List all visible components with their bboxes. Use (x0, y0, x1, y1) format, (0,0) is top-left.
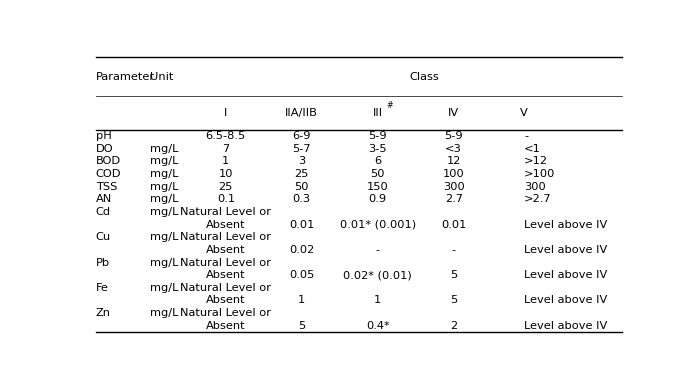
Text: 0.1: 0.1 (217, 194, 235, 204)
Text: #: # (386, 101, 393, 110)
Text: 0.4*: 0.4* (366, 321, 389, 331)
Text: 50: 50 (295, 182, 309, 192)
Text: 100: 100 (443, 169, 465, 179)
Text: 0.01* (0.001): 0.01* (0.001) (340, 220, 416, 229)
Text: 5: 5 (450, 270, 457, 280)
Text: Class: Class (409, 72, 439, 82)
Text: 0.05: 0.05 (289, 270, 314, 280)
Text: 1: 1 (374, 296, 382, 305)
Text: III: III (372, 108, 383, 118)
Text: 1: 1 (222, 156, 230, 166)
Text: mg/L: mg/L (150, 308, 178, 318)
Text: V: V (520, 108, 528, 118)
Text: mg/L: mg/L (150, 257, 178, 268)
Text: mg/L: mg/L (150, 232, 178, 242)
Text: Natural Level or: Natural Level or (181, 308, 272, 318)
Text: Absent: Absent (206, 245, 246, 255)
Text: Level above IV: Level above IV (524, 220, 608, 229)
Text: -: - (376, 245, 380, 255)
Text: 12: 12 (447, 156, 461, 166)
Text: >2.7: >2.7 (524, 194, 552, 204)
Text: 6: 6 (374, 156, 382, 166)
Text: TSS: TSS (96, 182, 117, 192)
Text: IV: IV (448, 108, 459, 118)
Text: AN: AN (96, 194, 112, 204)
Text: Zn: Zn (96, 308, 111, 318)
Text: Level above IV: Level above IV (524, 296, 608, 305)
Text: mg/L: mg/L (150, 283, 178, 293)
Text: <3: <3 (445, 144, 462, 154)
Text: Level above IV: Level above IV (524, 321, 608, 331)
Text: Fe: Fe (96, 283, 108, 293)
Text: Cu: Cu (96, 232, 111, 242)
Text: 0.02* (0.01): 0.02* (0.01) (344, 270, 412, 280)
Text: 0.01: 0.01 (289, 220, 314, 229)
Text: Absent: Absent (206, 270, 246, 280)
Text: 5-7: 5-7 (293, 144, 311, 154)
Text: 2: 2 (450, 321, 457, 331)
Text: -: - (524, 131, 528, 141)
Text: 0.9: 0.9 (369, 194, 387, 204)
Text: Absent: Absent (206, 321, 246, 331)
Text: 0.02: 0.02 (289, 245, 314, 255)
Text: Natural Level or: Natural Level or (181, 232, 272, 242)
Text: 150: 150 (367, 182, 389, 192)
Text: 3: 3 (298, 156, 305, 166)
Text: 50: 50 (370, 169, 385, 179)
Text: 5: 5 (298, 321, 305, 331)
Text: mg/L: mg/L (150, 207, 178, 217)
Text: I: I (224, 108, 228, 118)
Text: >12: >12 (524, 156, 548, 166)
Text: Natural Level or: Natural Level or (181, 207, 272, 217)
Text: Parameter: Parameter (96, 72, 155, 82)
Text: 6-9: 6-9 (293, 131, 311, 141)
Text: IIA/IIB: IIA/IIB (286, 108, 318, 118)
Text: COD: COD (96, 169, 121, 179)
Text: 5-9: 5-9 (444, 131, 463, 141)
Text: >100: >100 (524, 169, 556, 179)
Text: pH: pH (96, 131, 111, 141)
Text: mg/L: mg/L (150, 194, 178, 204)
Text: 7: 7 (222, 144, 230, 154)
Text: 300: 300 (524, 182, 546, 192)
Text: Pb: Pb (96, 257, 110, 268)
Text: DO: DO (96, 144, 113, 154)
Text: 10: 10 (218, 169, 233, 179)
Text: <1: <1 (524, 144, 541, 154)
Text: 300: 300 (443, 182, 465, 192)
Text: 5-9: 5-9 (368, 131, 387, 141)
Text: mg/L: mg/L (150, 144, 178, 154)
Text: 5: 5 (450, 296, 457, 305)
Text: mg/L: mg/L (150, 156, 178, 166)
Text: 0.3: 0.3 (293, 194, 311, 204)
Text: 0.01: 0.01 (441, 220, 466, 229)
Text: 25: 25 (218, 182, 233, 192)
Text: Natural Level or: Natural Level or (181, 257, 272, 268)
Text: Natural Level or: Natural Level or (181, 283, 272, 293)
Text: 2.7: 2.7 (444, 194, 463, 204)
Text: Unit: Unit (150, 72, 174, 82)
Text: Cd: Cd (96, 207, 111, 217)
Text: 1: 1 (298, 296, 305, 305)
Text: 6.5-8.5: 6.5-8.5 (206, 131, 246, 141)
Text: Level above IV: Level above IV (524, 270, 608, 280)
Text: Absent: Absent (206, 220, 246, 229)
Text: -: - (452, 245, 456, 255)
Text: mg/L: mg/L (150, 182, 178, 192)
Text: Absent: Absent (206, 296, 246, 305)
Text: mg/L: mg/L (150, 169, 178, 179)
Text: 3-5: 3-5 (368, 144, 387, 154)
Text: Level above IV: Level above IV (524, 245, 608, 255)
Text: 25: 25 (295, 169, 309, 179)
Text: BOD: BOD (96, 156, 121, 166)
